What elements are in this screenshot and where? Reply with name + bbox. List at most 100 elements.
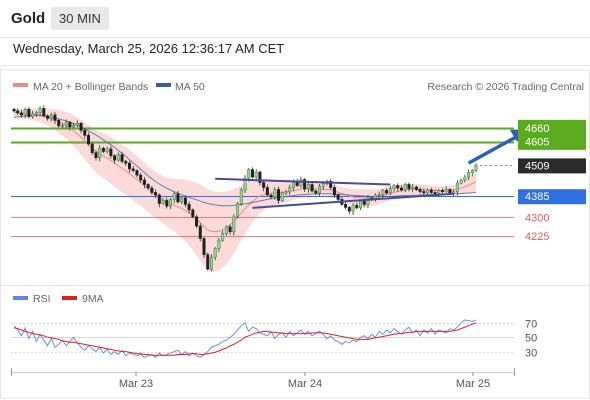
x-tick-label: Mar 25 <box>456 378 490 390</box>
candle <box>101 146 105 153</box>
candle <box>68 120 72 131</box>
candle-body <box>262 182 266 188</box>
candle <box>146 183 150 190</box>
candle-body <box>314 190 318 194</box>
resistance-label-box <box>518 119 586 150</box>
candle <box>418 187 422 194</box>
candle <box>221 230 225 242</box>
candle <box>98 145 102 162</box>
candle <box>150 185 154 195</box>
candle-body <box>418 189 422 192</box>
candle-body <box>474 165 478 171</box>
candle <box>467 169 471 181</box>
candle-body <box>437 190 441 194</box>
level-label-4300: 4300 <box>525 212 549 224</box>
candle <box>306 182 310 193</box>
candle <box>329 179 333 190</box>
candle-body <box>444 189 448 192</box>
x-tick-label: Mar 23 <box>119 378 153 390</box>
candle-body <box>68 122 72 128</box>
main-plot-area: 4660 4605 4509 4385 4300 4225 <box>11 105 586 273</box>
rsi-tick-30: 30 <box>525 348 537 360</box>
candle <box>49 112 53 122</box>
rsi-legend-swatch <box>13 296 28 300</box>
candle-body <box>109 148 113 156</box>
datetime-divider <box>0 65 590 66</box>
candle <box>195 214 199 229</box>
candle <box>254 169 258 180</box>
level-label-4660: 4660 <box>525 123 549 135</box>
candle <box>366 194 370 209</box>
rsi-tick-70: 70 <box>525 319 537 331</box>
candle-body <box>362 200 366 205</box>
candle-body <box>303 179 307 190</box>
candle <box>53 111 57 125</box>
candle <box>277 186 281 205</box>
candle <box>265 184 269 197</box>
candle-body <box>277 189 281 201</box>
candle-body <box>154 192 158 196</box>
candle <box>120 151 124 164</box>
candle-body <box>12 109 16 112</box>
candle-body <box>239 189 243 204</box>
candle <box>414 185 418 191</box>
candle <box>399 185 403 192</box>
candle <box>154 189 158 198</box>
rsi-legend-label: RSI <box>33 293 51 305</box>
candle-body <box>403 184 407 191</box>
ma20-legend-label: MA 20 + Bollinger Bands <box>33 81 148 93</box>
candle-body <box>422 191 426 194</box>
candle <box>232 213 236 236</box>
candle-body <box>321 183 325 187</box>
candle-body <box>23 108 27 116</box>
candle-body <box>455 182 459 193</box>
candle-body <box>31 113 35 117</box>
candle <box>318 184 322 196</box>
copyright-text: Research © 2026 Trading Central <box>427 81 584 93</box>
candle-body <box>388 188 392 194</box>
candle <box>470 169 474 177</box>
candle-body <box>288 187 292 193</box>
candle-body <box>440 190 444 192</box>
level-label-4509: 4509 <box>525 160 549 172</box>
candle <box>139 172 143 184</box>
candle <box>284 189 288 196</box>
instrument-title: Gold <box>11 10 46 27</box>
candle-body <box>269 194 273 198</box>
candle <box>459 178 463 185</box>
candle-body <box>19 112 23 116</box>
candle <box>288 184 292 195</box>
candle <box>187 201 191 214</box>
candle <box>161 198 165 205</box>
candle-body <box>87 134 91 145</box>
candle-body <box>407 184 411 189</box>
candle-body <box>79 123 83 131</box>
candle-body <box>206 254 210 270</box>
candle <box>303 178 307 192</box>
candle <box>280 191 284 202</box>
candle <box>180 196 184 205</box>
candle <box>142 177 146 189</box>
candle-body <box>53 114 57 121</box>
candle-body <box>224 226 228 234</box>
candle-body <box>273 189 277 198</box>
candle <box>429 187 433 194</box>
rsi-tick-50: 50 <box>525 333 537 345</box>
candle-body <box>60 125 64 127</box>
candle-body <box>195 216 199 227</box>
candle <box>72 122 76 129</box>
candle-body <box>49 114 53 119</box>
candle-body <box>318 185 322 194</box>
candle-body <box>399 187 403 191</box>
candle-body <box>377 194 381 196</box>
candle <box>12 107 16 113</box>
candle <box>314 189 318 196</box>
ma50-line <box>13 114 477 207</box>
candle-body <box>433 192 437 194</box>
candle-body <box>355 205 359 209</box>
candle <box>128 160 132 173</box>
candle-body <box>128 162 132 170</box>
candle <box>455 180 459 196</box>
timeframe-badge[interactable]: 30 MIN <box>51 7 109 30</box>
candle-body <box>429 189 433 193</box>
